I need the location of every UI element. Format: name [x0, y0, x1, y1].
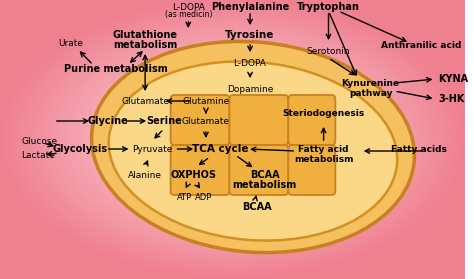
Text: Fatty acids: Fatty acids [391, 145, 447, 153]
FancyBboxPatch shape [171, 95, 229, 145]
Text: Pyruvate: Pyruvate [132, 145, 172, 153]
Text: Glycolysis: Glycolysis [53, 144, 108, 154]
Text: Urate: Urate [58, 39, 83, 47]
Text: Phenylalanine: Phenylalanine [211, 2, 289, 12]
Text: TCA cycle: TCA cycle [192, 144, 249, 154]
Text: Tryptophan: Tryptophan [297, 2, 360, 12]
Text: Glutathione: Glutathione [113, 30, 178, 40]
Text: L-DOPA: L-DOPA [234, 59, 266, 68]
FancyBboxPatch shape [229, 95, 288, 145]
Text: KYNA: KYNA [438, 74, 468, 84]
Text: Dopamine: Dopamine [227, 85, 273, 93]
Text: BCAA: BCAA [250, 170, 280, 180]
Text: Glycine: Glycine [88, 116, 128, 126]
Text: pathway: pathway [349, 88, 392, 97]
Text: ATP: ATP [177, 193, 192, 201]
Text: Alanine: Alanine [128, 170, 162, 179]
Text: Kynurenine: Kynurenine [342, 78, 400, 88]
Text: metabolism: metabolism [233, 180, 297, 190]
Text: Glucose: Glucose [22, 136, 58, 146]
Text: Glutamate: Glutamate [121, 97, 169, 105]
Text: OXPHOS: OXPHOS [170, 170, 216, 180]
Text: L-DOPA: L-DOPA [172, 3, 205, 11]
Text: Lactate: Lactate [22, 150, 55, 160]
FancyBboxPatch shape [288, 95, 336, 145]
Text: Glutamate: Glutamate [182, 117, 230, 126]
Text: Serotonin: Serotonin [307, 47, 350, 56]
FancyBboxPatch shape [288, 145, 336, 195]
Text: Serine: Serine [146, 116, 182, 126]
Text: ADP: ADP [195, 193, 213, 201]
Text: 3-HK: 3-HK [438, 94, 465, 104]
Text: Fatty acid: Fatty acid [298, 145, 349, 153]
Text: Purine metabolism: Purine metabolism [64, 64, 168, 74]
Text: metabolism: metabolism [294, 155, 353, 163]
Text: metabolism: metabolism [113, 40, 177, 50]
Text: Anthranilic acid: Anthranilic acid [382, 42, 462, 50]
Ellipse shape [91, 41, 414, 252]
Text: Steriodogenesis: Steriodogenesis [283, 109, 365, 117]
FancyBboxPatch shape [171, 145, 229, 195]
FancyBboxPatch shape [229, 145, 288, 195]
Ellipse shape [109, 61, 397, 240]
Text: Tyrosine: Tyrosine [225, 30, 275, 40]
Text: BCAA: BCAA [242, 202, 272, 212]
Text: Glutamine: Glutamine [182, 97, 229, 105]
Text: (as medicin): (as medicin) [164, 11, 212, 20]
